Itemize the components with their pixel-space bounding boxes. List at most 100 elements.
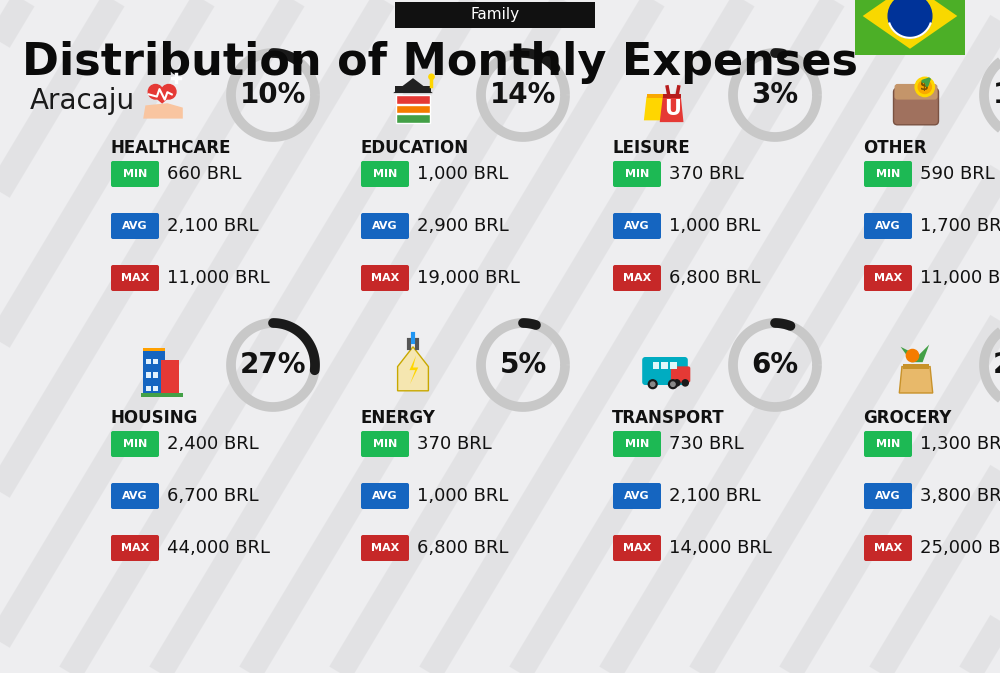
- Text: 3%: 3%: [751, 81, 799, 109]
- Circle shape: [888, 0, 932, 38]
- FancyBboxPatch shape: [864, 265, 912, 291]
- Text: 27%: 27%: [240, 351, 306, 379]
- Text: 6,700 BRL: 6,700 BRL: [167, 487, 259, 505]
- FancyBboxPatch shape: [671, 366, 690, 383]
- Text: Family: Family: [470, 7, 520, 22]
- Text: AVG: AVG: [372, 491, 398, 501]
- Text: GROCERY: GROCERY: [863, 409, 951, 427]
- Text: 2,400 BRL: 2,400 BRL: [167, 435, 259, 453]
- Text: 1,300 BRL: 1,300 BRL: [920, 435, 1000, 453]
- Text: MAX: MAX: [371, 273, 399, 283]
- FancyBboxPatch shape: [613, 535, 661, 561]
- Circle shape: [650, 382, 655, 386]
- Text: AVG: AVG: [624, 221, 650, 231]
- Polygon shape: [899, 367, 933, 393]
- Text: MAX: MAX: [121, 273, 149, 283]
- FancyBboxPatch shape: [146, 386, 151, 391]
- Text: MIN: MIN: [876, 169, 900, 179]
- Text: 14%: 14%: [490, 81, 556, 109]
- FancyBboxPatch shape: [864, 535, 912, 561]
- Text: 1,000 BRL: 1,000 BRL: [669, 217, 760, 235]
- FancyBboxPatch shape: [661, 362, 668, 369]
- Text: 11,000 BRL: 11,000 BRL: [167, 269, 270, 287]
- Text: 370 BRL: 370 BRL: [417, 435, 492, 453]
- Text: Distribution of Monthly Expenses: Distribution of Monthly Expenses: [22, 42, 858, 85]
- FancyBboxPatch shape: [663, 94, 681, 98]
- FancyBboxPatch shape: [396, 104, 430, 113]
- Text: HEALTHCARE: HEALTHCARE: [110, 139, 230, 157]
- Polygon shape: [863, 0, 957, 48]
- FancyBboxPatch shape: [613, 431, 661, 457]
- FancyBboxPatch shape: [111, 431, 159, 457]
- Text: MAX: MAX: [874, 543, 902, 553]
- Text: LEISURE: LEISURE: [612, 139, 690, 157]
- Polygon shape: [660, 97, 683, 122]
- FancyBboxPatch shape: [361, 483, 409, 509]
- Circle shape: [148, 85, 163, 99]
- Text: 14,000 BRL: 14,000 BRL: [669, 539, 772, 557]
- Text: MAX: MAX: [121, 543, 149, 553]
- Text: TRANSPORT: TRANSPORT: [612, 409, 725, 427]
- Text: AVG: AVG: [624, 491, 650, 501]
- Text: MIN: MIN: [876, 439, 900, 449]
- FancyBboxPatch shape: [613, 483, 661, 509]
- FancyBboxPatch shape: [361, 535, 409, 561]
- Text: 1,000 BRL: 1,000 BRL: [417, 487, 508, 505]
- FancyBboxPatch shape: [864, 431, 912, 457]
- Polygon shape: [644, 97, 668, 120]
- FancyBboxPatch shape: [143, 348, 165, 351]
- FancyBboxPatch shape: [111, 265, 159, 291]
- Text: $: $: [920, 80, 929, 94]
- FancyBboxPatch shape: [670, 362, 677, 369]
- Text: AVG: AVG: [122, 221, 148, 231]
- FancyBboxPatch shape: [146, 372, 151, 378]
- Text: MIN: MIN: [123, 169, 147, 179]
- Text: 5%: 5%: [499, 351, 547, 379]
- FancyBboxPatch shape: [894, 88, 938, 125]
- FancyBboxPatch shape: [395, 86, 431, 93]
- Text: 20%: 20%: [993, 351, 1000, 379]
- Text: 11,000 BRL: 11,000 BRL: [920, 269, 1000, 287]
- Text: MIN: MIN: [625, 169, 649, 179]
- FancyBboxPatch shape: [361, 265, 409, 291]
- FancyBboxPatch shape: [146, 359, 151, 364]
- Circle shape: [671, 382, 675, 386]
- FancyBboxPatch shape: [111, 213, 159, 239]
- Text: MIN: MIN: [123, 439, 147, 449]
- Text: 2,900 BRL: 2,900 BRL: [417, 217, 509, 235]
- Text: U: U: [664, 99, 681, 119]
- Text: AVG: AVG: [875, 221, 901, 231]
- Text: 660 BRL: 660 BRL: [167, 165, 242, 183]
- FancyBboxPatch shape: [153, 372, 158, 378]
- Text: MIN: MIN: [373, 169, 397, 179]
- Text: ENERGY: ENERGY: [360, 409, 435, 427]
- FancyBboxPatch shape: [653, 362, 659, 369]
- Circle shape: [918, 80, 931, 94]
- Text: MAX: MAX: [874, 273, 902, 283]
- Text: 3,800 BRL: 3,800 BRL: [920, 487, 1000, 505]
- Text: MAX: MAX: [623, 273, 651, 283]
- Polygon shape: [409, 355, 418, 384]
- Text: 2,100 BRL: 2,100 BRL: [669, 487, 761, 505]
- Circle shape: [906, 349, 919, 362]
- Text: OTHER: OTHER: [863, 139, 927, 157]
- Text: 590 BRL: 590 BRL: [920, 165, 995, 183]
- Text: 1,700 BRL: 1,700 BRL: [920, 217, 1000, 235]
- FancyBboxPatch shape: [396, 114, 430, 123]
- FancyBboxPatch shape: [613, 265, 661, 291]
- FancyBboxPatch shape: [361, 213, 409, 239]
- Text: 6,800 BRL: 6,800 BRL: [669, 269, 761, 287]
- FancyBboxPatch shape: [864, 161, 912, 187]
- FancyBboxPatch shape: [111, 535, 159, 561]
- Text: AVG: AVG: [875, 491, 901, 501]
- FancyBboxPatch shape: [361, 161, 409, 187]
- Text: 15%: 15%: [993, 81, 1000, 109]
- Polygon shape: [398, 347, 428, 391]
- Text: 6%: 6%: [751, 351, 799, 379]
- FancyBboxPatch shape: [642, 357, 688, 385]
- Text: 2,100 BRL: 2,100 BRL: [167, 217, 259, 235]
- Text: 44,000 BRL: 44,000 BRL: [167, 539, 270, 557]
- Text: 19,000 BRL: 19,000 BRL: [417, 269, 520, 287]
- Circle shape: [669, 380, 677, 388]
- FancyBboxPatch shape: [864, 483, 912, 509]
